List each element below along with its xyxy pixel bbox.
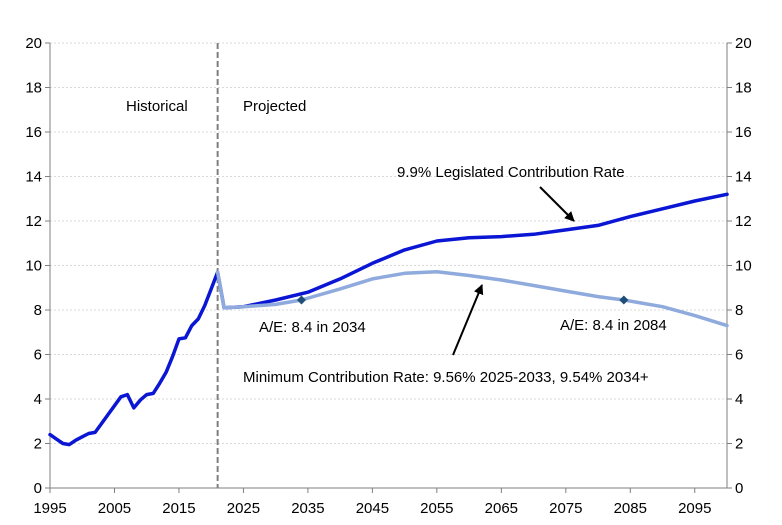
y-tick-label-right: 14 [735, 169, 752, 186]
y-tick-label-right: 16 [735, 124, 752, 141]
x-tick-label: 1995 [33, 500, 66, 517]
y-tick-label-left: 14 [25, 169, 42, 186]
legislated-rate-label: 9.9% Legislated Contribution Rate [397, 164, 625, 181]
y-tick-label-right: 12 [735, 213, 752, 230]
x-tick-label: 2095 [678, 500, 711, 517]
y-tick-label-right: 18 [735, 80, 752, 97]
series-lines [48, 192, 729, 447]
y-tick-label-left: 10 [25, 258, 42, 275]
x-tick-label: 2045 [356, 500, 389, 517]
y-tick-label-right: 0 [735, 480, 743, 497]
x-tick-label: 2075 [549, 500, 582, 517]
x-tick-label: 2015 [162, 500, 195, 517]
axes: 0 0 2 2 4 4 6 6 8 8 10 10 12 12 14 14 16 16 18 18 20 20 1995 20… [25, 35, 751, 517]
minimum-rate-label: Minimum Contribution Rate: 9.56% 2025-20… [243, 369, 649, 386]
projected-label: Projected [243, 98, 306, 115]
y-tick-label-right: 2 [735, 436, 743, 453]
y-tick-label-right: 20 [735, 35, 752, 52]
legislated-rate-arrow [539, 186, 575, 222]
x-tick-label: 2025 [227, 500, 260, 517]
ae-2084-label: A/E: 8.4 in 2084 [560, 317, 667, 334]
ae-marker [296, 295, 306, 305]
y-tick-label-left: 8 [34, 302, 42, 319]
minimum-rate-arrow [452, 284, 484, 356]
x-tick-label: 2085 [614, 500, 647, 517]
y-tick-label-right: 10 [735, 258, 752, 275]
minimum-rate-line [215, 269, 729, 328]
x-tick-label: 2065 [485, 500, 518, 517]
y-tick-label-left: 18 [25, 80, 42, 97]
y-tick-label-right: 6 [735, 347, 743, 364]
historical-label: Historical [126, 98, 188, 115]
y-tick-label-left: 20 [25, 35, 42, 52]
y-tick-label-left: 2 [34, 436, 42, 453]
y-tick-label-left: 0 [34, 480, 42, 497]
x-tick-label: 2055 [420, 500, 453, 517]
y-tick-label-left: 6 [34, 347, 42, 364]
ae-markers [296, 295, 629, 305]
y-tick-label-right: 4 [735, 391, 743, 408]
ae-2034-label: A/E: 8.4 in 2034 [259, 319, 366, 336]
y-tick-label-left: 4 [34, 391, 42, 408]
y-tick-label-left: 16 [25, 124, 42, 141]
legislated-rate-line [48, 192, 729, 447]
ae-marker [619, 295, 629, 305]
x-tick-label: 2035 [291, 500, 324, 517]
y-tick-label-right: 8 [735, 302, 743, 319]
x-tick-label: 2005 [98, 500, 131, 517]
y-tick-label-left: 12 [25, 213, 42, 230]
gridlines [50, 42, 727, 444]
